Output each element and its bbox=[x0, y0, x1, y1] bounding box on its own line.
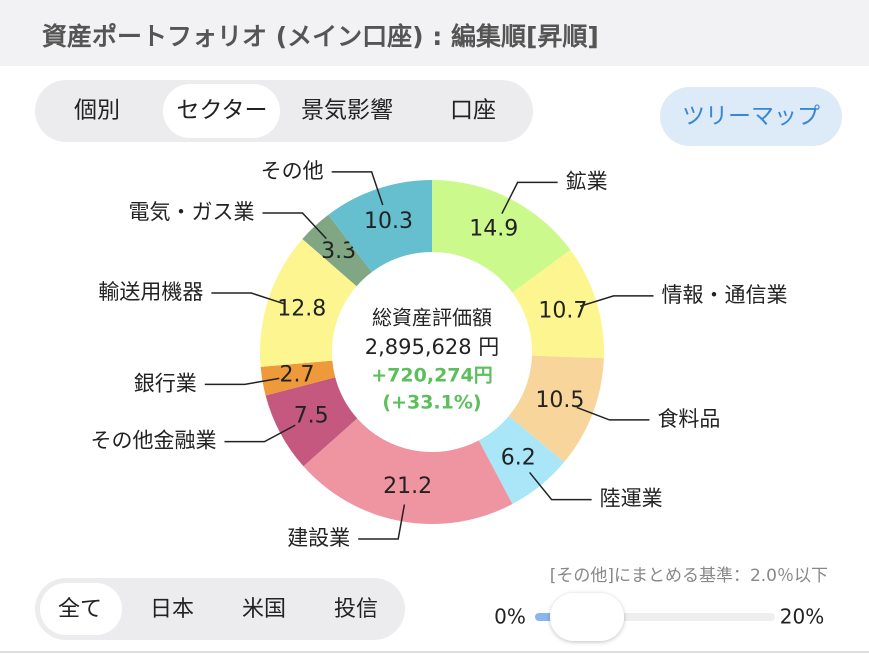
filter-bar bbox=[35, 578, 405, 640]
leader-line bbox=[331, 171, 384, 206]
slider-min: 0% bbox=[494, 605, 526, 629]
filter-tab[interactable]: 米国 bbox=[242, 597, 286, 622]
tab-bar bbox=[35, 80, 533, 142]
filter-tab[interactable]: 日本 bbox=[150, 597, 194, 622]
slider-max: 20% bbox=[780, 605, 824, 629]
filter-tab[interactable]: 投信 bbox=[334, 597, 378, 622]
inner-hole bbox=[346, 266, 518, 438]
center-gain: +720,274円 bbox=[371, 365, 492, 387]
tab[interactable]: 景気影響 bbox=[301, 98, 393, 124]
center-label: 総資産評価額 bbox=[372, 306, 492, 330]
view-button[interactable] bbox=[660, 87, 842, 146]
slice bbox=[303, 418, 513, 524]
category-label: 情報・通信業 bbox=[662, 283, 788, 307]
value-label: 10.3 bbox=[364, 209, 413, 234]
tab[interactable]: 口座 bbox=[450, 98, 496, 124]
slider-caption: [その他]にまとめる基準：2.0％以下 bbox=[550, 566, 828, 586]
category-label: 鉱業 bbox=[566, 169, 608, 193]
category-label: 電気・ガス業 bbox=[128, 200, 254, 224]
category-label: 輸送用機器 bbox=[98, 280, 203, 304]
value-label: 14.9 bbox=[469, 217, 518, 242]
filter-tab[interactable]: 全て bbox=[58, 597, 102, 622]
leader-line bbox=[579, 295, 654, 307]
value-label: 6.2 bbox=[501, 445, 536, 470]
slice bbox=[508, 355, 604, 463]
leader-line bbox=[224, 424, 296, 443]
filter-selected bbox=[40, 583, 122, 635]
category-label: その他 bbox=[261, 159, 324, 183]
category-label: 銀行業 bbox=[134, 371, 197, 395]
center-gain-percent: (+33.1%) bbox=[382, 392, 481, 414]
value-label: 2.7 bbox=[279, 362, 314, 387]
slice bbox=[328, 180, 432, 273]
slice bbox=[432, 180, 571, 293]
leader-line bbox=[358, 504, 406, 540]
slider-thumb[interactable] bbox=[550, 593, 624, 641]
slice bbox=[260, 238, 357, 367]
leader-line bbox=[529, 471, 592, 501]
donut-chart: 14.9 鉱業 10.7 情報・通信業 10.5 食料品 6.2 陸運業 21.2 建設業 7.5 そ… bbox=[90, 159, 787, 550]
leader-line bbox=[262, 212, 327, 240]
header-title: 資産ポートフォリオ (メイン口座) : 編集順[昇順] bbox=[42, 22, 599, 51]
category-label: 建設業 bbox=[287, 526, 350, 550]
leader-line bbox=[204, 377, 280, 386]
category-label: 陸運業 bbox=[600, 487, 663, 511]
slice bbox=[265, 377, 358, 467]
slice bbox=[512, 249, 604, 359]
tab[interactable]: セクター bbox=[176, 98, 267, 124]
slice bbox=[302, 214, 372, 287]
value-label: 12.8 bbox=[277, 297, 326, 322]
value-label: 21.2 bbox=[383, 474, 432, 499]
leader-line bbox=[576, 406, 650, 421]
category-label: 食料品 bbox=[657, 407, 720, 431]
value-label: 7.5 bbox=[294, 404, 329, 429]
leader-line bbox=[501, 181, 558, 214]
tab[interactable]: 個別 bbox=[74, 98, 120, 124]
value-label: 10.5 bbox=[535, 388, 584, 413]
category-label: その他金融業 bbox=[90, 429, 216, 453]
view-button-label[interactable]: ツリーマップ bbox=[682, 104, 820, 130]
leader-line bbox=[211, 292, 285, 305]
slice bbox=[260, 360, 336, 396]
center-total: 2,895,628 円 bbox=[365, 335, 500, 359]
value-label: 10.7 bbox=[538, 299, 587, 324]
header-bar bbox=[0, 0, 869, 66]
tab-selected bbox=[163, 84, 280, 138]
slice bbox=[478, 416, 565, 505]
